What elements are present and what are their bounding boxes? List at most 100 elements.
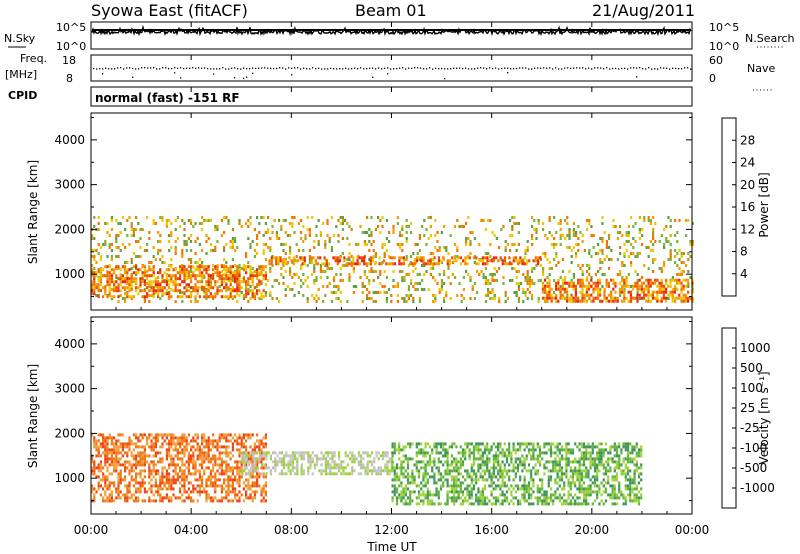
- echo-cell: [536, 490, 539, 494]
- echo-cell: [426, 259, 430, 263]
- echo-cell: [510, 451, 513, 455]
- echo-cell: [579, 291, 582, 294]
- echo-cell: [148, 481, 151, 485]
- echo-cell: [106, 277, 109, 281]
- echo-cell: [546, 276, 549, 279]
- echo-cell: [470, 463, 473, 467]
- freq-point: [471, 68, 473, 70]
- echo-cell: [203, 472, 206, 476]
- echo-cell: [141, 460, 144, 464]
- echo-cell: [488, 457, 491, 461]
- echo-cell: [665, 299, 668, 303]
- echo-cell: [117, 222, 120, 225]
- echo-cell: [275, 237, 278, 240]
- freq-point: [279, 67, 281, 69]
- echo-cell: [287, 469, 290, 473]
- echo-cell: [216, 289, 219, 293]
- echo-cell: [176, 463, 179, 467]
- echo-cell: [274, 469, 277, 473]
- echo-cell: [302, 472, 305, 476]
- echo-cell: [119, 222, 122, 225]
- echo-cell: [117, 478, 120, 482]
- echo-cell: [183, 490, 186, 494]
- echo-cell: [113, 466, 116, 470]
- echo-cell: [490, 466, 493, 470]
- freq-point: [138, 68, 140, 70]
- echo-cell: [547, 448, 550, 452]
- echo-cell: [99, 246, 102, 249]
- echo-cell: [115, 469, 118, 473]
- echo-cell: [207, 445, 210, 449]
- echo-cell: [492, 469, 495, 473]
- echo-cell: [159, 445, 162, 449]
- echo-cell: [391, 490, 394, 494]
- echo-cell: [132, 463, 135, 467]
- echo-cell: [422, 448, 425, 452]
- echo-cell: [338, 256, 342, 260]
- echo-cell: [446, 469, 449, 473]
- echo-cell: [391, 256, 394, 260]
- echo-cell: [465, 270, 468, 273]
- echo-cell: [209, 442, 212, 446]
- echo-cell: [527, 487, 531, 491]
- echo-cell: [453, 487, 456, 491]
- echo-cell: [426, 472, 429, 476]
- echo-cell: [572, 228, 575, 231]
- echo-cell: [322, 469, 325, 473]
- echo-cell: [99, 484, 102, 488]
- echo-cell: [656, 293, 659, 297]
- echo-cell: [110, 442, 113, 446]
- freq-point: [480, 67, 482, 69]
- echo-cell: [201, 249, 204, 252]
- echo-cell: [135, 445, 138, 449]
- echo-cell: [238, 451, 241, 455]
- echo-cell: [513, 216, 516, 219]
- echo-cell: [680, 285, 683, 288]
- echo-cell: [581, 299, 584, 303]
- echo-cell: [546, 237, 549, 240]
- echo-cell: [378, 256, 381, 260]
- echo-cell: [121, 448, 124, 452]
- echo-cell: [289, 288, 292, 291]
- echo-cell: [634, 284, 637, 288]
- echo-cell: [528, 291, 531, 294]
- echo-cell: [411, 442, 414, 446]
- echo-cell: [267, 246, 270, 249]
- echo-cell: [271, 264, 274, 267]
- echo-cell: [229, 451, 232, 455]
- echo-cell: [260, 297, 263, 300]
- echo-cell: [242, 433, 245, 437]
- echo-cell: [99, 277, 102, 281]
- echo-cell: [187, 460, 190, 464]
- echo-cell: [274, 466, 277, 470]
- echo-cell: [625, 240, 628, 243]
- echo-cell: [678, 293, 681, 297]
- echo-cell: [183, 228, 186, 231]
- echo-cell: [294, 472, 297, 476]
- echo-cell: [555, 287, 558, 291]
- echo-cell: [249, 289, 252, 293]
- freq-point: [669, 68, 671, 70]
- echo-cell: [294, 457, 297, 461]
- echo-cell: [426, 460, 429, 464]
- echo-cell: [689, 240, 692, 243]
- echo-cell: [509, 249, 512, 252]
- echo-cell: [457, 490, 460, 494]
- echo-cell: [432, 294, 435, 297]
- echo-cell: [484, 262, 487, 266]
- echo-cell: [464, 499, 467, 503]
- echo-cell: [490, 472, 493, 476]
- echo-cell: [413, 262, 416, 266]
- echo-cell: [541, 287, 544, 291]
- echo-cell: [374, 300, 377, 303]
- freq-point: [507, 67, 509, 69]
- echo-cell: [284, 231, 287, 234]
- echo-cell: [634, 255, 637, 258]
- echo-cell: [608, 237, 611, 240]
- echo-cell: [196, 286, 199, 290]
- echo-cell: [514, 259, 518, 263]
- echo-cell: [269, 267, 272, 270]
- echo-cell: [174, 277, 177, 281]
- echo-cell: [311, 460, 314, 464]
- echo-cell: [141, 271, 144, 275]
